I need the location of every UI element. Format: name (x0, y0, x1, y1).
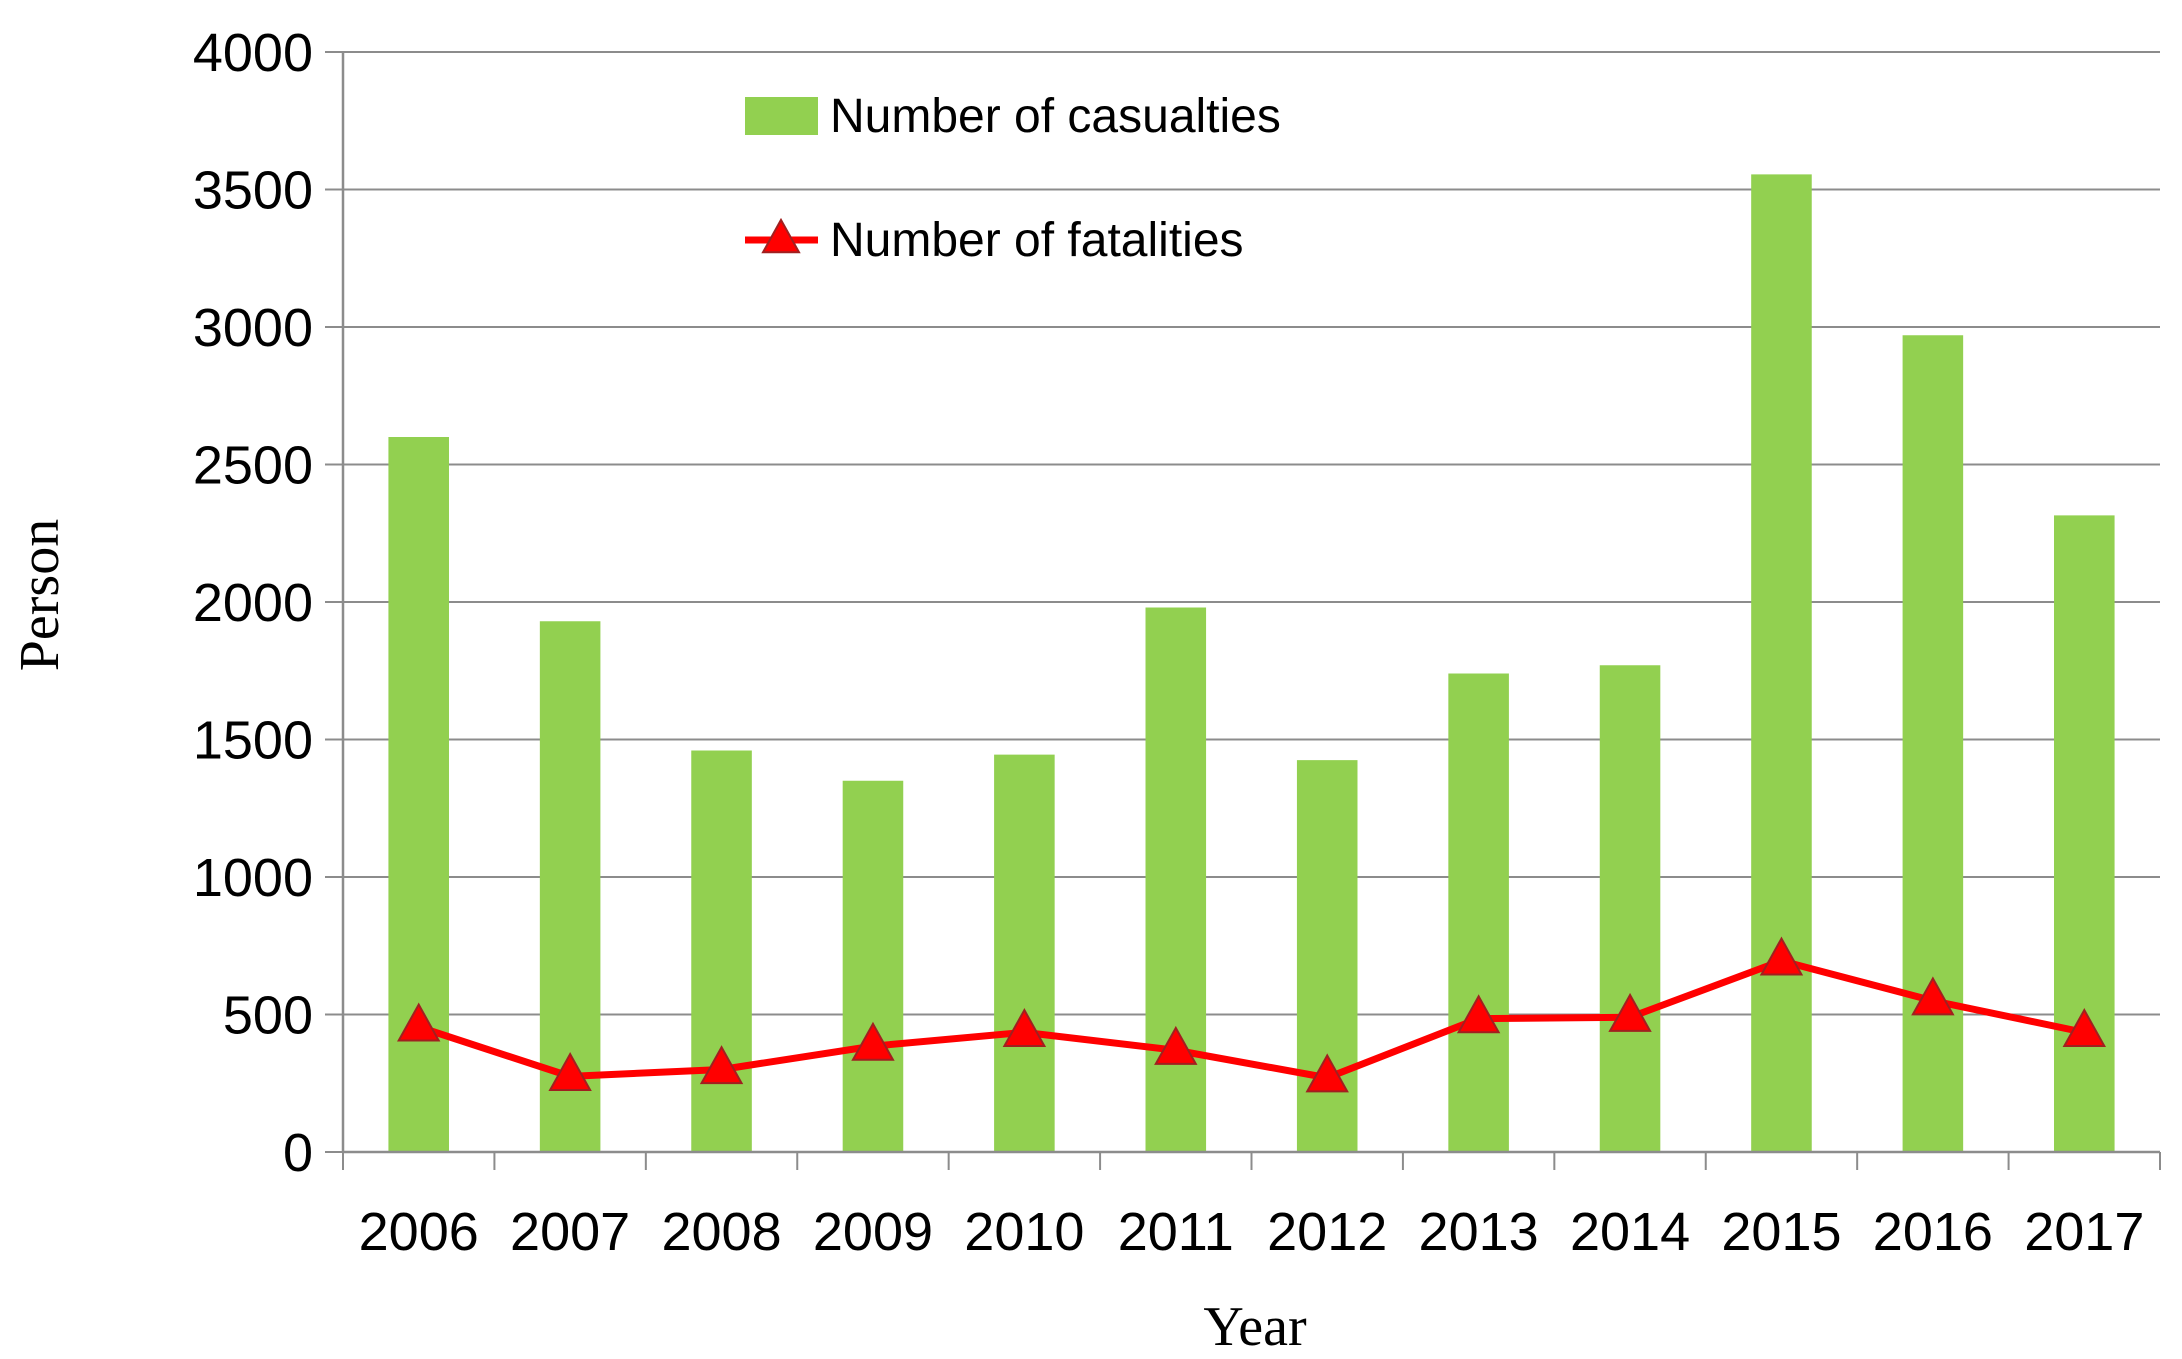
fatalities-line (417, 957, 2086, 1082)
x-tick-labels: 2006 2007 2008 2009 2010 2011 2012 2013 2014 2015… (359, 1202, 2145, 1262)
casualty-bars (388, 174, 2115, 1152)
y-tick-label-4000: 4000 (193, 23, 313, 83)
x-tick-label-2015: 2015 (1721, 1202, 1841, 1262)
x-tick-label-2013: 2013 (1419, 1202, 1539, 1262)
y-tick-label-500: 500 (223, 986, 313, 1046)
x-tick-label-2009: 2009 (813, 1202, 933, 1262)
bar-casualties-2014 (1599, 665, 1661, 1152)
y-tick-labels: 0 500 1000 1500 2000 2500 3000 3500 4000 (193, 23, 313, 1183)
x-tick-label-2007: 2007 (510, 1202, 630, 1262)
y-tick-label-0: 0 (283, 1123, 313, 1183)
point-fatalities-2008 (699, 1045, 744, 1085)
y-tick-label-3500: 3500 (193, 161, 313, 221)
x-tick-label-2014: 2014 (1570, 1202, 1690, 1262)
bar-casualties-2015 (1751, 174, 1812, 1152)
x-tick-label-2006: 2006 (359, 1202, 479, 1262)
point-fatalities-2010 (1002, 1007, 1047, 1048)
legend-casualties-label: Number of casualties (830, 90, 1281, 143)
legend-casualties-swatch (745, 97, 818, 135)
point-fatalities-2009 (851, 1021, 895, 1061)
point-fatalities-2007 (548, 1051, 592, 1092)
x-axis-title: Year (1203, 1296, 1307, 1358)
axes (341, 52, 2161, 1170)
legend-fatalities-label: Number of fatalities (830, 214, 1244, 267)
x-tick-label-2016: 2016 (1873, 1202, 1993, 1262)
point-fatalities-2011 (1154, 1025, 1198, 1065)
y-tick-label-1500: 1500 (193, 711, 313, 771)
bar-casualties-2008 (691, 750, 752, 1152)
bar-casualties-2006 (388, 437, 449, 1152)
bar-casualties-2012 (1296, 760, 1358, 1152)
point-fatalities-2006 (397, 1002, 441, 1042)
x-tick-label-2012: 2012 (1267, 1202, 1387, 1262)
bar-casualties-2011 (1145, 607, 1207, 1152)
x-tick-label-2017: 2017 (2024, 1202, 2144, 1262)
y-axis-title: Person (9, 519, 71, 671)
point-fatalities-2014 (1608, 992, 1652, 1032)
bar-casualties-2013 (1448, 673, 1509, 1152)
legend: Number of casualties Number of fatalitie… (745, 90, 1281, 267)
bar-casualties-2016 (1902, 335, 1964, 1152)
y-tick-label-2000: 2000 (193, 573, 313, 633)
x-tick-label-2010: 2010 (964, 1202, 1084, 1262)
point-fatalities-2016 (1911, 976, 1955, 1016)
bar-casualties-2010 (994, 754, 1055, 1152)
x-tick-label-2011: 2011 (1118, 1202, 1234, 1262)
y-tick-label-1000: 1000 (193, 848, 313, 908)
bar-casualties-2017 (2054, 515, 2115, 1152)
grid-lines (325, 51, 2160, 1153)
legend-fatalities-marker (761, 217, 801, 254)
y-tick-label-2500: 2500 (193, 436, 313, 496)
point-fatalities-2013 (1456, 994, 1501, 1034)
point-fatalities-2017 (2062, 1007, 2106, 1048)
y-tick-label-3000: 3000 (193, 298, 313, 358)
point-fatalities-2012 (1305, 1053, 1349, 1093)
point-fatalities-2015 (1759, 936, 1804, 976)
x-tick-label-2008: 2008 (661, 1202, 781, 1262)
bar-casualties-2009 (842, 780, 904, 1152)
fatality-series (397, 936, 2106, 1093)
